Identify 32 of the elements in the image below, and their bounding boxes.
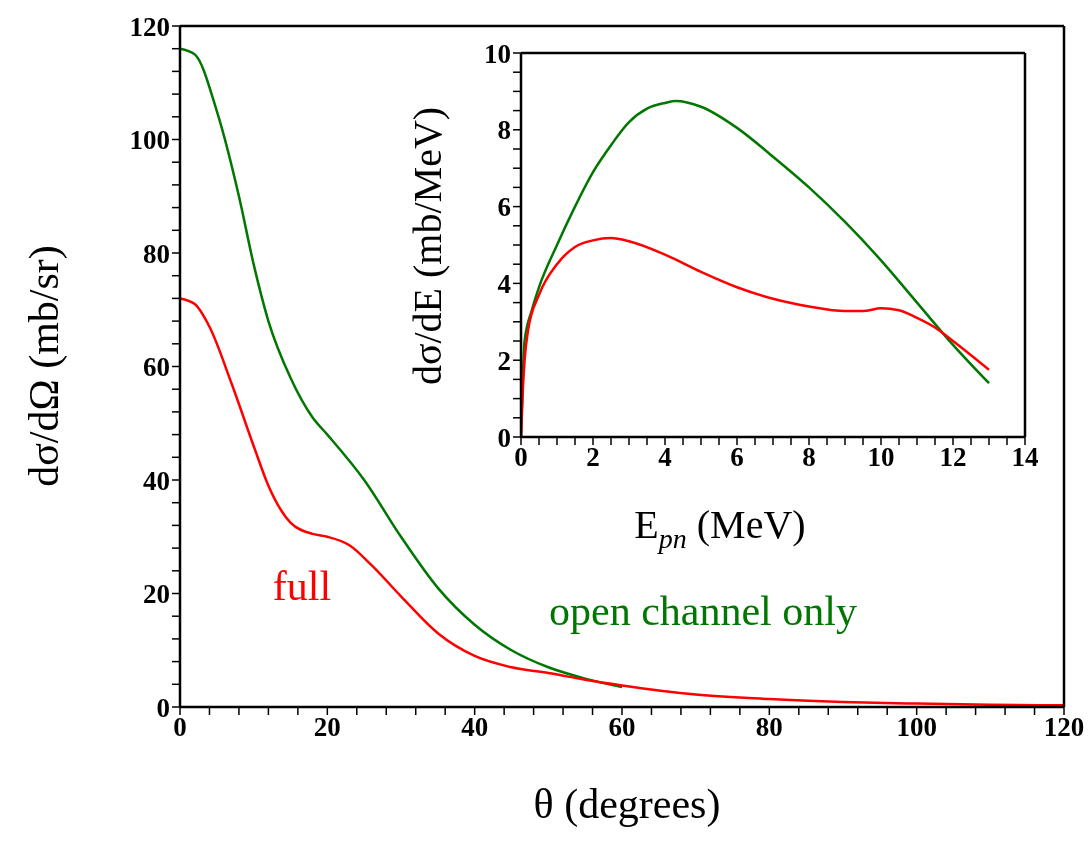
x-tick-label: 40 (461, 712, 489, 743)
series-label: open channel only (549, 588, 857, 634)
x-tick-label: 80 (755, 712, 783, 743)
y-tick-label: 4 (497, 268, 511, 299)
x-axis-title: E$_{pn}$ (MeV) (634, 502, 806, 554)
x-tick-label: 6 (730, 442, 744, 473)
y-tick-label: 2 (497, 345, 511, 376)
x-axis-title: θ (degrees) (533, 781, 721, 828)
series-label: full (272, 563, 332, 609)
x-tick-label: 8 (802, 442, 816, 473)
y-tick-label: 10 (484, 38, 511, 69)
x-tick-label: 120 (1043, 712, 1085, 743)
x-tick-label: 100 (896, 712, 937, 743)
y-tick-label: 100 (129, 125, 170, 156)
y-tick-label: 120 (129, 11, 170, 42)
y-tick-label: 0 (497, 422, 511, 453)
x-tick-label: 12 (939, 442, 967, 473)
x-tick-label: 10 (867, 442, 895, 473)
x-tick-label: 60 (608, 712, 636, 743)
y-tick-label: 40 (143, 465, 170, 496)
x-tick-label: 20 (313, 712, 341, 743)
y-tick-label: 8 (497, 115, 511, 146)
x-tick-label: 4 (658, 442, 672, 473)
x-tick-label: 2 (586, 442, 600, 473)
y-axis-title: dσ/dΩ (mb/sr) (20, 245, 68, 487)
y-tick-label: 0 (156, 692, 170, 723)
y-tick-label: 6 (497, 192, 511, 223)
y-tick-label: 80 (143, 238, 170, 269)
y-axis-title: dσ/dE (mb/MeV) (405, 106, 451, 386)
y-tick-label: 60 (143, 352, 170, 383)
x-tick-label: 14 (1011, 442, 1039, 473)
y-tick-label: 20 (143, 579, 170, 610)
